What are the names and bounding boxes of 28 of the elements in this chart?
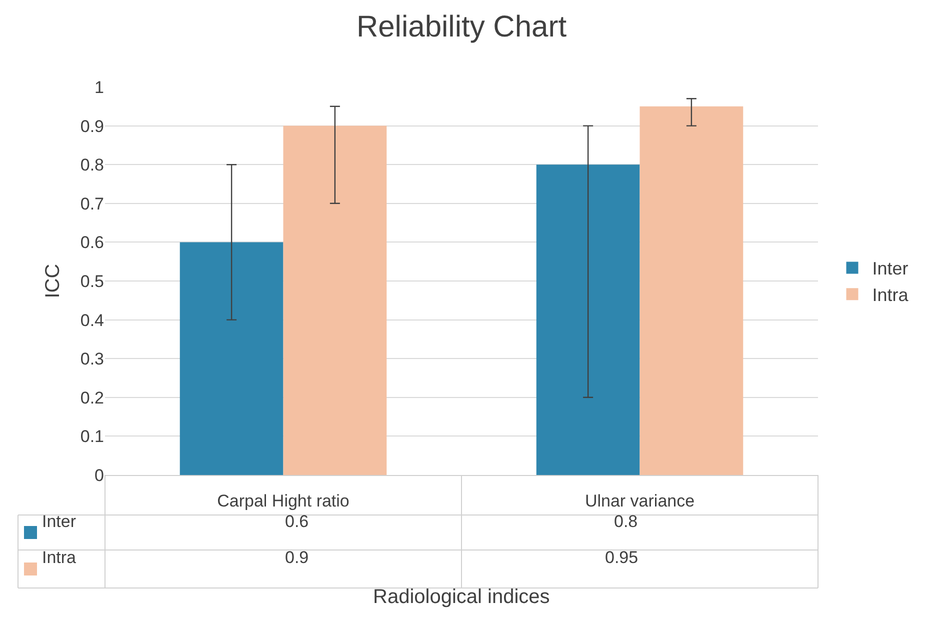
y-tick-label: 1 [94, 78, 104, 97]
bar [536, 164, 640, 475]
y-axis-title: ICC [42, 264, 64, 298]
y-tick-label: 0.7 [80, 194, 104, 214]
x-tick-label: Ulnar variance [584, 491, 695, 510]
y-tick-label: 0.2 [80, 388, 104, 408]
data-label: 0.9 [285, 548, 309, 567]
y-tick-label: 0.6 [80, 233, 104, 252]
x-tick-label: Carpal Hight ratio [217, 491, 350, 510]
text: Inter [872, 258, 908, 279]
y-tick-label: 0 [94, 466, 104, 485]
bar [283, 126, 387, 475]
y-tick-label: 0.5 [80, 272, 104, 291]
chart-title: Reliability Chart [356, 10, 568, 44]
y-tick-label: 0.1 [80, 427, 104, 446]
y-tick-label: 0.3 [80, 350, 104, 369]
legend-label: Intra [872, 285, 910, 306]
x-axis-title: Radiological indices [373, 586, 550, 608]
bar [640, 106, 744, 475]
y-tick-label: 0.9 [80, 116, 104, 136]
data-label: 0.8 [614, 512, 638, 531]
legend-label: Inter [42, 512, 76, 531]
y-tick-label: 0.8 [80, 156, 104, 175]
bar [180, 242, 284, 475]
data-label: 0.6 [285, 512, 309, 531]
data-label: 0.95 [605, 548, 638, 567]
y-tick-label: 0.4 [80, 310, 104, 330]
text: Intra [42, 548, 76, 567]
